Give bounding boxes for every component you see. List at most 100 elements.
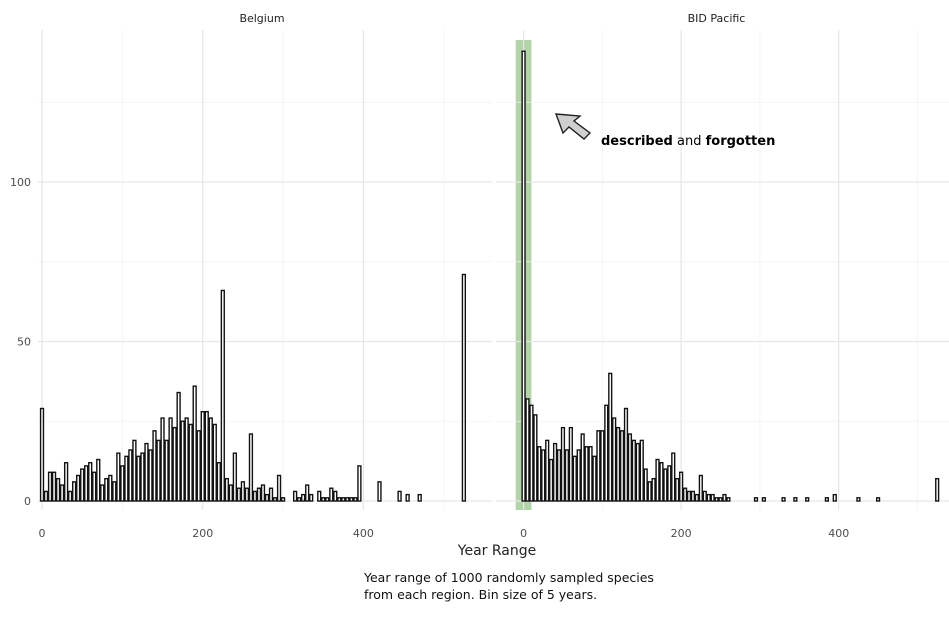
histogram-bar (236, 487, 242, 502)
histogram-bar (935, 477, 940, 502)
histogram-bar (76, 474, 81, 502)
histogram-bar (525, 398, 530, 502)
histogram-bar (341, 497, 346, 502)
histogram-bar (623, 407, 629, 502)
histogram-bar (541, 449, 546, 502)
histogram-bar (357, 465, 362, 502)
histogram-bar (72, 481, 77, 502)
histogram-bar (568, 426, 573, 502)
histogram-bar (88, 462, 93, 502)
histogram-bar (220, 289, 225, 502)
histogram-bar (276, 474, 282, 502)
histogram-bar (67, 490, 73, 502)
x-tick-label: 400 (353, 527, 374, 540)
histogram-bar (686, 490, 692, 502)
histogram-bar (659, 462, 664, 502)
histogram-bar (268, 487, 274, 502)
histogram-bar (560, 426, 566, 502)
histogram-bar (521, 50, 526, 502)
histogram-bar (224, 477, 229, 502)
histogram-bar (643, 468, 648, 502)
histogram-bar (679, 471, 684, 502)
histogram-bar (140, 452, 145, 502)
histogram-bar (580, 433, 585, 502)
histogram-bar (104, 477, 109, 502)
histogram-bar (675, 477, 680, 502)
facet-title-belgium: Belgium (239, 12, 284, 25)
histogram-bar (722, 493, 727, 502)
histogram-bar (172, 426, 177, 502)
histogram-bar (564, 449, 570, 502)
histogram-bar (793, 497, 798, 502)
histogram-bar (702, 490, 707, 502)
histogram-bar (112, 481, 117, 502)
histogram-bar (39, 407, 45, 502)
histogram-bar (192, 385, 197, 502)
histogram-bar (317, 490, 322, 502)
histogram-bar (144, 442, 149, 502)
histogram-bar (832, 493, 837, 502)
histogram-bar (682, 487, 688, 502)
x-tick-label: 400 (828, 527, 849, 540)
histogram-bar (647, 481, 652, 502)
histogram-bar (537, 446, 542, 502)
histogram-bar (128, 449, 133, 502)
histogram-bar (556, 449, 562, 502)
histogram-bar (619, 430, 625, 502)
chart-caption: Year range of 1000 randomly sampled spec… (364, 570, 654, 602)
histogram-bar (184, 417, 189, 502)
histogram-bar (108, 474, 113, 502)
histogram-bar (232, 452, 238, 502)
histogram-bar (208, 417, 213, 502)
histogram-bar (549, 458, 554, 502)
histogram-bar (59, 484, 65, 502)
histogram-bar (212, 423, 217, 502)
histogram-bar (405, 493, 410, 502)
histogram-bar (329, 487, 334, 502)
histogram-bar (588, 446, 593, 502)
histogram-bar (353, 497, 358, 502)
annotation-group: described and forgotten (554, 113, 775, 149)
histogram-bar (260, 484, 266, 502)
histogram-bar (377, 481, 382, 502)
histogram-bar (397, 490, 402, 502)
histogram-bar (627, 433, 633, 502)
histogram-bar (651, 477, 656, 502)
histogram-bar (781, 497, 786, 502)
histogram-bar (297, 497, 302, 502)
histogram-bar (612, 417, 617, 502)
histogram-bar (690, 490, 696, 502)
histogram-bar (305, 484, 310, 502)
histogram-bar (337, 497, 342, 502)
histogram-bar (228, 484, 233, 502)
histogram-bar (244, 487, 250, 502)
histogram-bar (92, 471, 97, 502)
histogram-bar (552, 442, 558, 502)
histogram-bar (51, 471, 57, 502)
histogram-bar (168, 417, 173, 502)
x-tick-label: 200 (671, 527, 692, 540)
annotation-part: and (673, 134, 706, 149)
histogram-bar (196, 430, 201, 502)
annotation-text: described and forgotten (601, 134, 775, 149)
histogram-bar (600, 430, 605, 502)
histogram-bar (80, 468, 85, 502)
annotation-part: forgotten (706, 134, 776, 149)
histogram-bar (248, 433, 254, 502)
histogram-bar (160, 417, 165, 502)
histogram-bar (200, 410, 205, 502)
arrow-icon (554, 113, 592, 140)
histogram-bar (856, 497, 861, 502)
histogram-bar (156, 439, 161, 502)
histogram-bar (47, 471, 53, 502)
histogram-bar (694, 493, 700, 502)
histogram-bar (180, 420, 185, 502)
histogram-bar (663, 468, 668, 502)
histogram-bar (136, 455, 141, 502)
histogram-bar (280, 497, 286, 502)
histogram-bar (584, 446, 589, 502)
histogram-bar (824, 497, 830, 502)
histogram-bar (252, 490, 258, 502)
histogram-bar (635, 442, 640, 502)
histogram-bar (461, 273, 467, 502)
